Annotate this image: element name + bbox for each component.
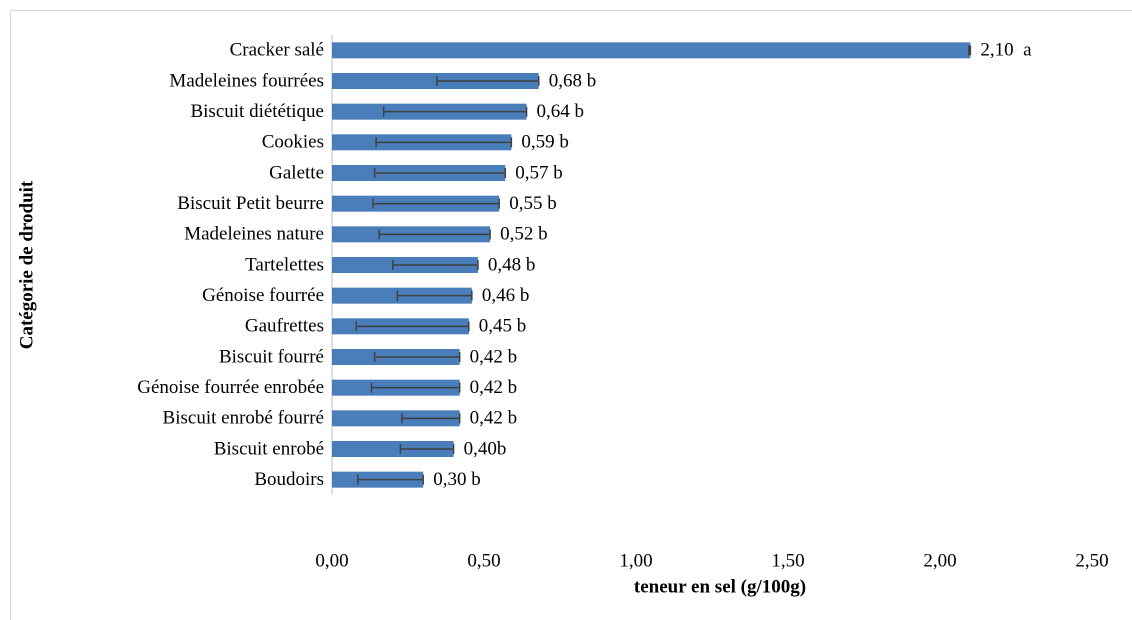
value-label: 0,64 b [537,101,585,122]
y-tick-label: Génoise fourrée [202,285,324,306]
y-axis-title: Catégorie de droduit [16,180,37,349]
value-label: 0,42 b [470,346,518,367]
y-tick-label: Biscuit Petit beurre [177,193,324,214]
y-tick-label: Génoise fourrée enrobée [137,377,324,398]
x-tick-label: 1,00 [619,550,652,571]
value-label: 0,46 b [482,285,529,306]
value-label: 0,42 b [470,377,518,398]
bar [332,410,460,427]
y-tick-label: Cracker salé [230,40,324,61]
bar [332,42,971,59]
y-tick-label: Cookies [262,132,324,153]
y-tick-label: Biscuit enrobé [214,438,324,459]
value-label: 0,45 b [479,316,527,337]
y-tick-label: Biscuit diététique [190,101,324,122]
x-tick-label: 0,50 [467,550,500,571]
y-tick-label: Boudoirs [254,469,324,490]
y-tick-label: Gaufrettes [245,316,324,337]
chart-frame [10,10,1132,620]
y-tick-label: Tartelettes [245,254,324,275]
value-label: 2,10 a [980,40,1032,61]
value-label: 0,68 b [549,70,597,91]
bar [332,441,454,457]
x-tick-label: 2,50 [1075,550,1108,571]
x-tick-label: 1,50 [771,550,804,571]
value-label: 0,52 b [500,224,547,245]
value-label: 0,55 b [509,193,557,214]
y-tick-label: Galette [269,162,324,183]
value-label: 0,59 b [521,132,569,153]
value-label: 0,30 b [433,469,481,490]
y-tick-label: Madeleines fourrées [169,70,324,91]
bar [332,73,539,89]
value-label: 0,40b [464,438,507,459]
x-tick-label: 0,00 [315,550,348,571]
y-tick-label: Madeleines nature [184,224,324,245]
value-label: 0,42 b [470,408,518,429]
value-label: 0,57 b [515,162,563,183]
x-tick-label: 2,00 [923,550,956,571]
y-tick-label: Biscuit enrobé fourré [163,408,324,429]
y-tick-label: Biscuit fourré [219,346,324,367]
x-axis-title: teneur en sel (g/100g) [634,576,806,597]
value-label: 0,48 b [488,254,536,275]
